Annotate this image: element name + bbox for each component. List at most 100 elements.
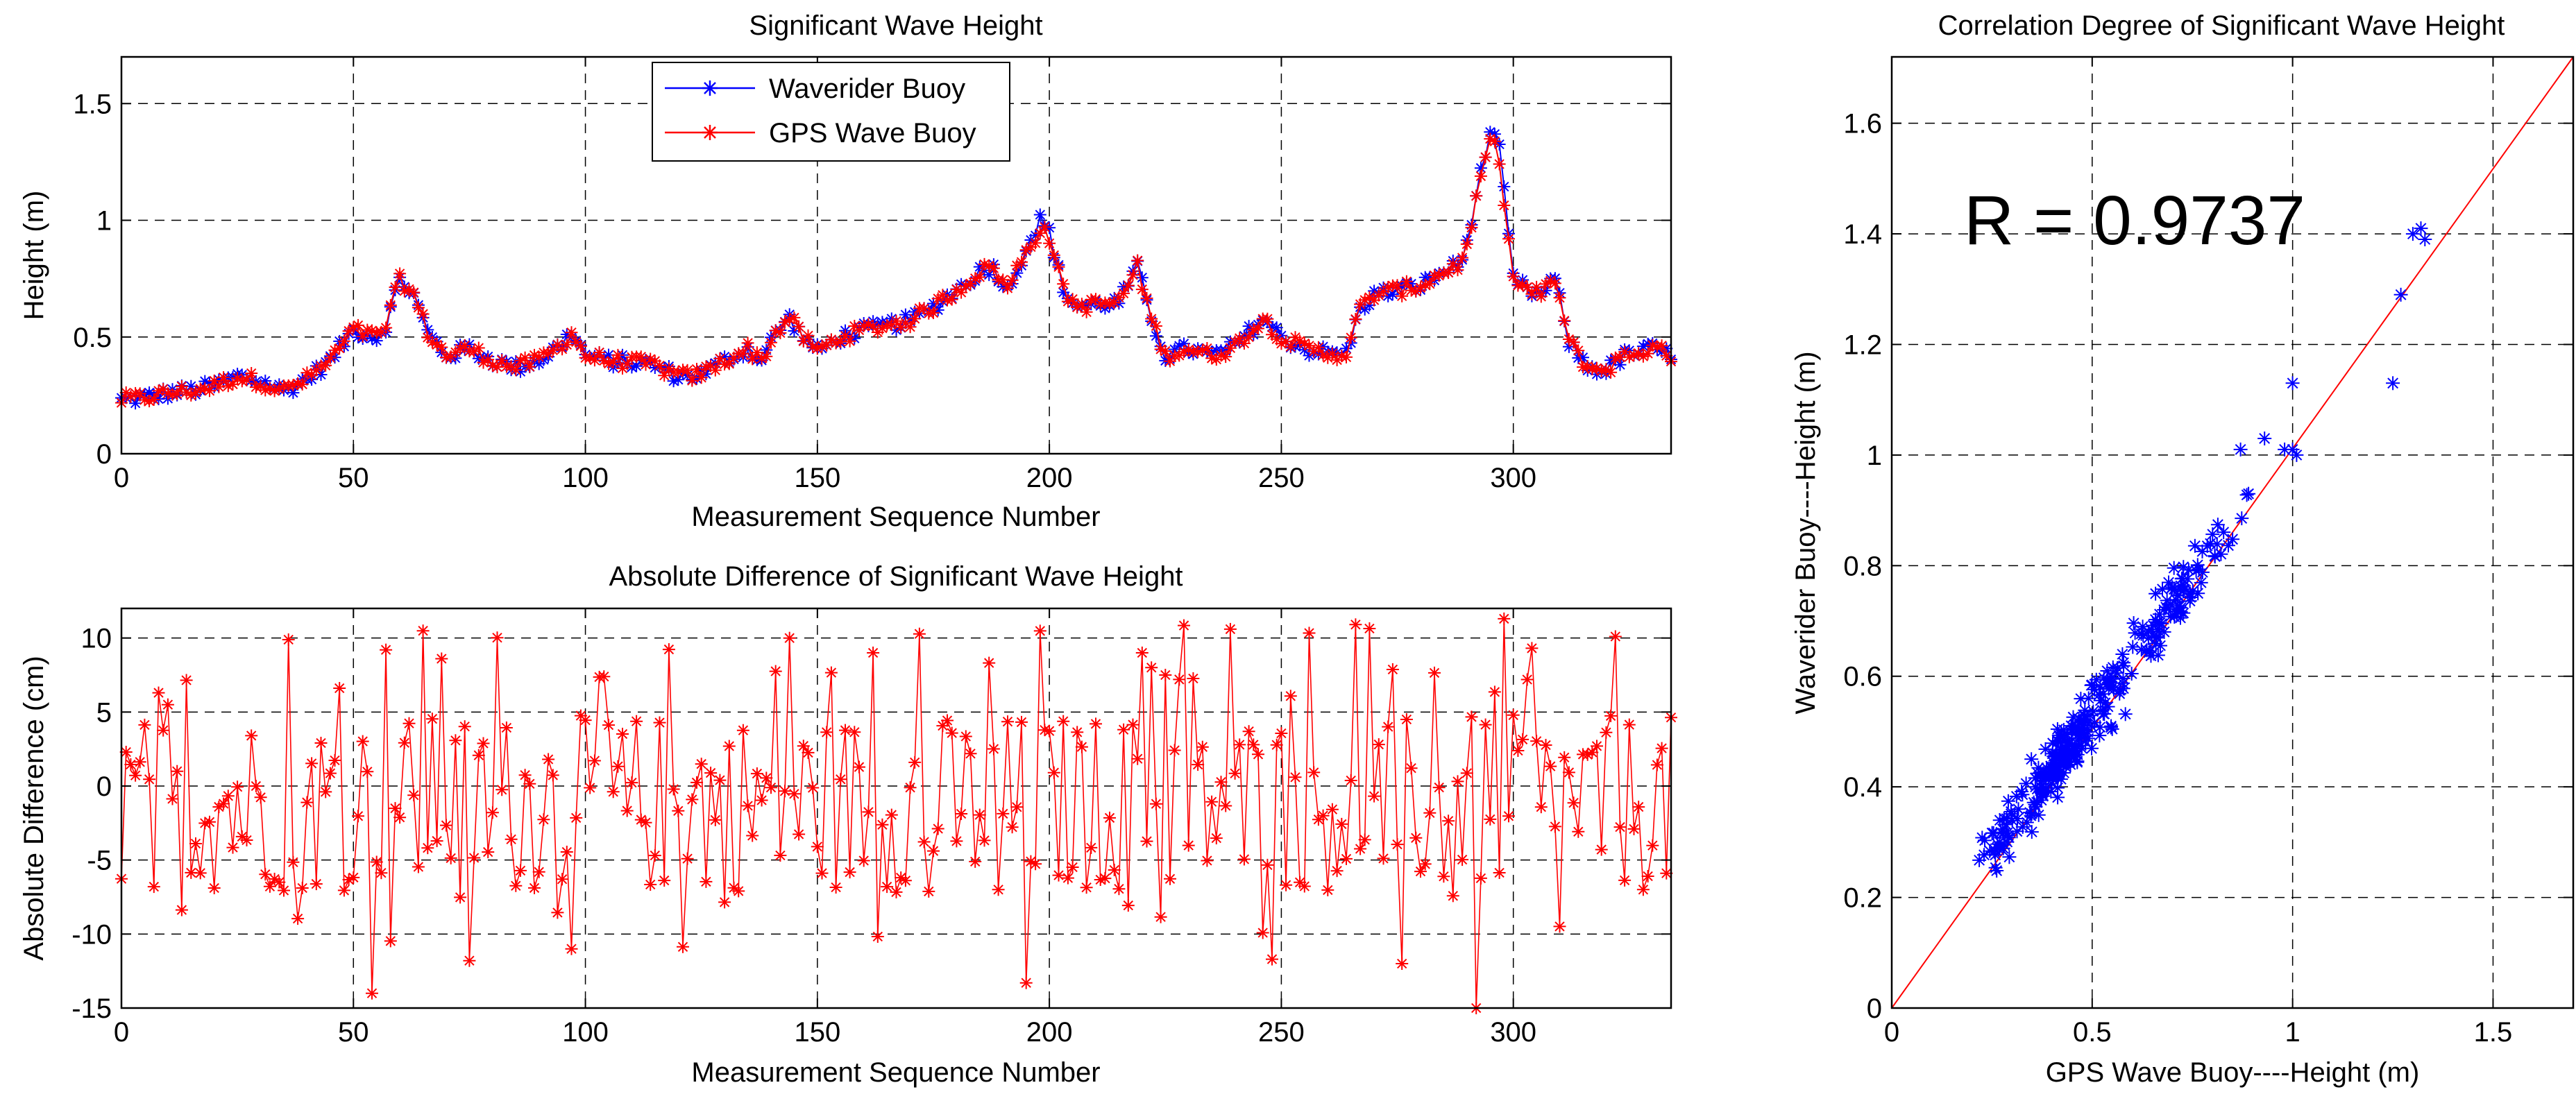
point-difference	[584, 781, 597, 794]
scatter-point	[2143, 644, 2158, 658]
point-difference	[287, 855, 300, 869]
point-difference	[1117, 723, 1130, 736]
point-difference	[152, 686, 165, 699]
point-gps	[941, 293, 954, 307]
height-chart-ylabel: Height (m)	[19, 191, 49, 321]
point-difference	[700, 875, 713, 888]
point-difference	[1061, 871, 1074, 885]
point-difference	[1446, 889, 1459, 903]
point-difference	[793, 828, 806, 841]
scatter-point	[2418, 232, 2432, 246]
x-tick-label: 250	[1258, 1017, 1305, 1048]
y-tick-label: -5	[87, 846, 112, 876]
point-gps	[1057, 278, 1070, 291]
point-gps	[904, 321, 917, 334]
point-difference	[337, 884, 350, 897]
point-difference	[867, 647, 880, 659]
point-difference	[802, 746, 815, 759]
point-difference	[1372, 738, 1385, 751]
scatter-point	[2386, 376, 2400, 391]
point-gps	[171, 387, 184, 400]
point-difference	[143, 773, 156, 786]
scatter-point	[2009, 789, 2024, 803]
point-difference	[1358, 833, 1371, 846]
legend-marker-gps	[702, 125, 718, 140]
y-tick-label: 0	[1867, 993, 1882, 1024]
point-difference	[1159, 669, 1172, 681]
point-difference	[1140, 835, 1153, 848]
point-difference	[1252, 748, 1264, 761]
point-difference	[384, 934, 397, 948]
point-gps	[412, 301, 425, 314]
point-difference	[931, 822, 944, 835]
point-gps	[1015, 255, 1028, 268]
point-gps	[658, 369, 671, 382]
point-difference	[857, 854, 870, 867]
point-gps	[690, 363, 703, 375]
point-difference	[658, 874, 671, 887]
point-difference	[1595, 843, 1608, 856]
point-difference	[421, 842, 434, 855]
point-difference	[1284, 690, 1297, 703]
scatter-point	[2285, 376, 2300, 391]
point-gps	[653, 359, 666, 372]
point-gps	[1349, 313, 1362, 325]
point-difference	[945, 726, 958, 740]
point-difference	[319, 785, 332, 799]
point-difference	[1233, 738, 1246, 751]
point-difference	[138, 718, 151, 731]
point-difference	[1178, 619, 1190, 632]
point-difference	[416, 624, 430, 638]
point-gps	[416, 307, 430, 321]
scatter-point	[2214, 547, 2228, 561]
point-difference	[1465, 710, 1478, 724]
scatter-point	[2235, 511, 2249, 526]
point-difference	[1377, 852, 1390, 865]
point-difference	[1553, 920, 1566, 933]
point-difference	[370, 855, 383, 869]
correlation-chart-title: Correlation Degree of Significant Wave H…	[1938, 10, 2505, 41]
point-difference	[1173, 673, 1186, 686]
point-difference	[491, 631, 504, 645]
scatter-point	[2167, 561, 2181, 575]
scatter-point	[2175, 571, 2189, 586]
point-difference	[955, 808, 968, 820]
point-gps	[203, 384, 216, 398]
x-tick-label: 1.5	[2474, 1017, 2513, 1048]
scatter-point	[2149, 586, 2163, 601]
scatter-point	[2019, 776, 2033, 791]
x-tick-label: 50	[338, 463, 369, 493]
scatter-point	[2117, 656, 2130, 670]
point-gps	[1219, 350, 1232, 364]
point-difference	[347, 871, 360, 884]
point-difference	[425, 712, 439, 726]
scatter-point	[2221, 538, 2235, 553]
point-difference	[300, 796, 314, 809]
point-difference	[402, 717, 416, 730]
point-difference	[1507, 708, 1520, 722]
point-gps	[389, 281, 402, 293]
point-gps	[356, 330, 369, 343]
point-difference	[1001, 715, 1014, 728]
point-difference	[1131, 752, 1144, 765]
point-gps	[240, 373, 253, 386]
point-difference	[1280, 878, 1293, 891]
x-tick-label: 200	[1026, 463, 1073, 493]
point-difference	[291, 912, 305, 925]
point-difference	[1187, 672, 1200, 685]
point-difference	[890, 885, 903, 898]
point-gps	[1126, 268, 1139, 282]
scatter-point	[2010, 812, 2024, 826]
scatter-point	[2074, 692, 2088, 706]
point-difference	[249, 780, 262, 792]
point-difference	[653, 716, 666, 729]
point-gps	[793, 320, 806, 333]
point-gps	[319, 359, 332, 372]
point-difference	[1613, 821, 1627, 834]
y-tick-label: 1.2	[1843, 330, 1882, 360]
point-difference	[1600, 726, 1613, 739]
point-difference	[124, 758, 137, 771]
scatter-point	[2195, 565, 2210, 579]
point-difference	[157, 724, 170, 737]
point-gps	[263, 382, 276, 395]
